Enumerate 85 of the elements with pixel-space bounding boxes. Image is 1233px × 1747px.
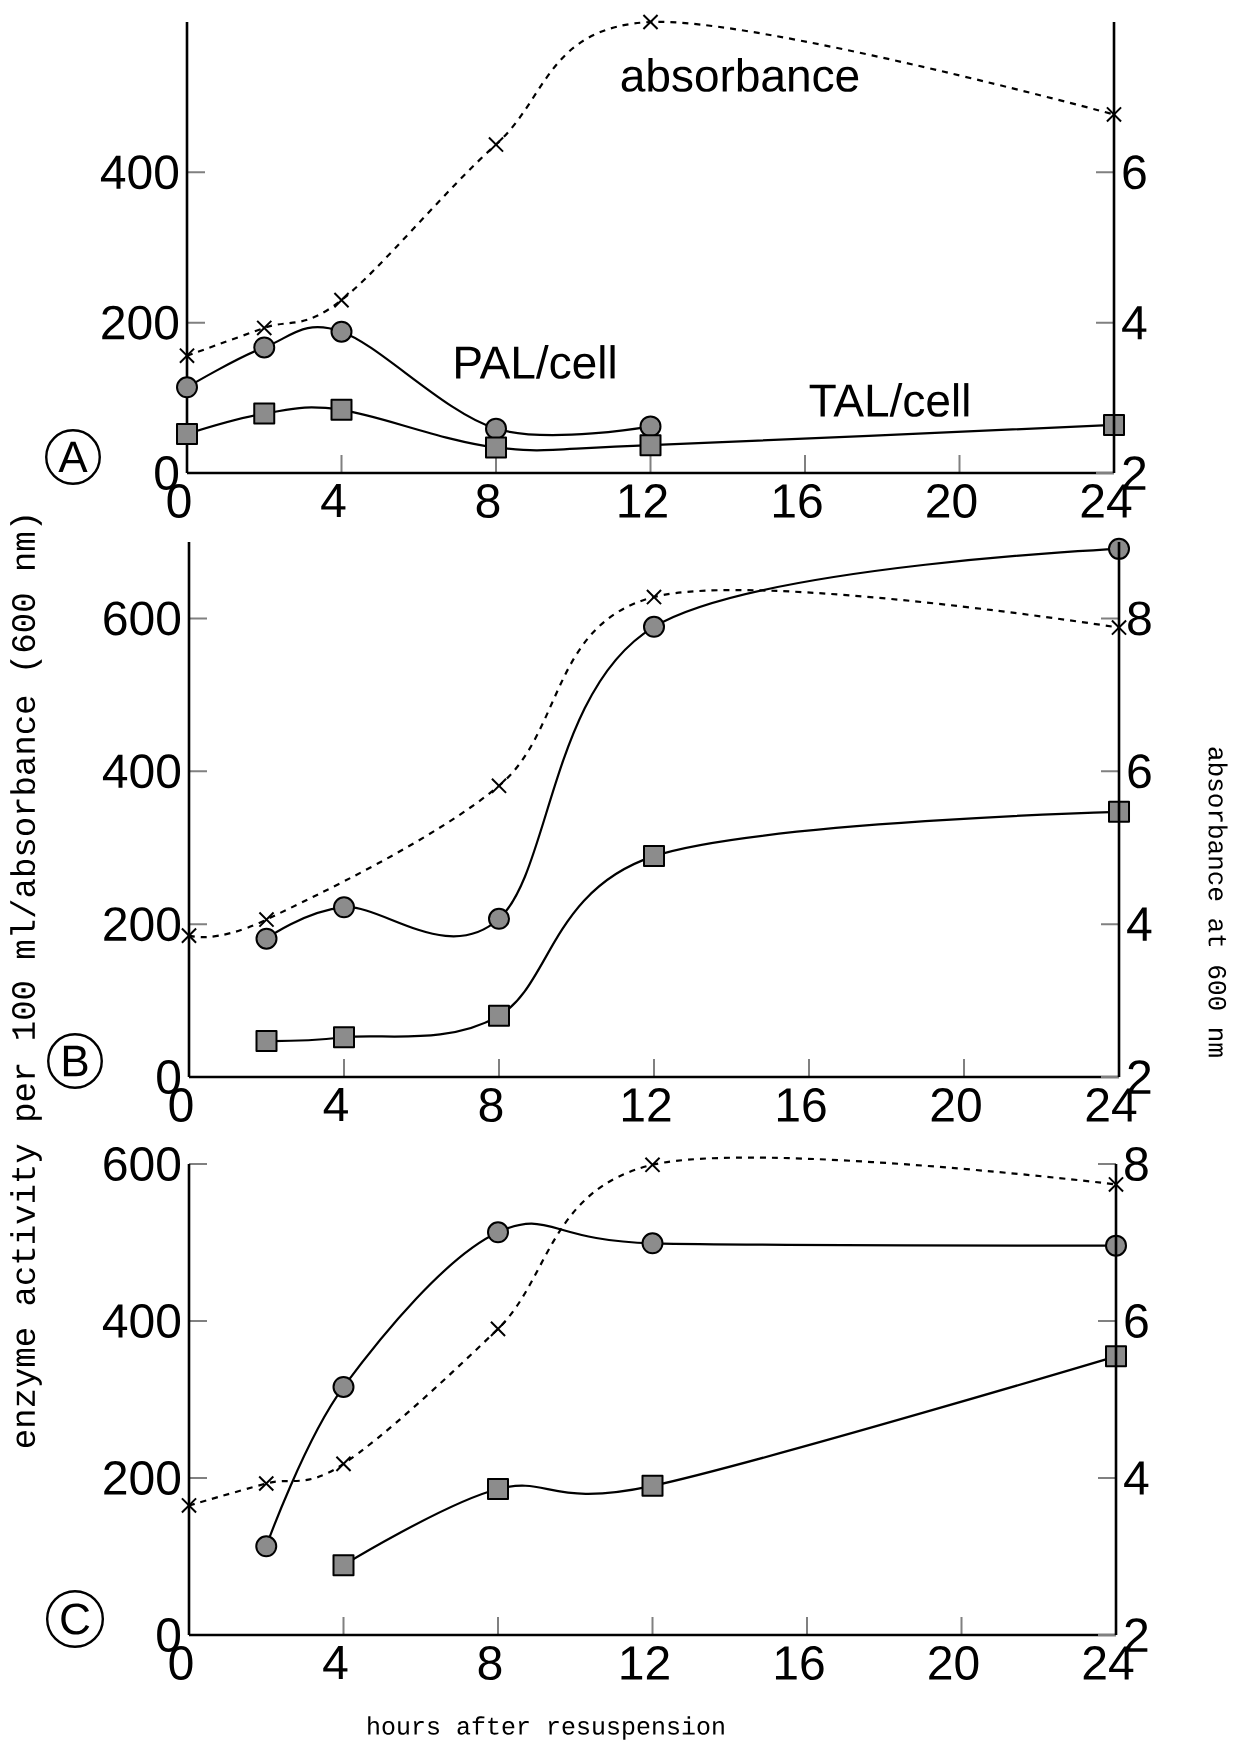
y2-tick-label: 8 bbox=[1125, 1147, 1148, 1181]
point bbox=[176, 376, 198, 399]
point bbox=[641, 1474, 664, 1497]
y-tick-label: 200 bbox=[102, 305, 179, 340]
point bbox=[1105, 1234, 1128, 1257]
x-tick-label: 4 bbox=[323, 1088, 348, 1122]
x-tick-label: 12 bbox=[621, 1646, 669, 1680]
y2-tick-label: 6 bbox=[1123, 155, 1146, 190]
point bbox=[256, 319, 273, 336]
point bbox=[487, 1221, 509, 1244]
point bbox=[176, 422, 198, 445]
point bbox=[488, 907, 510, 930]
point bbox=[180, 1497, 198, 1514]
point bbox=[488, 1004, 510, 1027]
point bbox=[643, 845, 666, 868]
y-tick-label: 200 bbox=[104, 907, 181, 942]
point bbox=[332, 1375, 355, 1398]
point bbox=[253, 336, 276, 359]
y-tick-label: 200 bbox=[104, 1461, 181, 1495]
point bbox=[258, 1475, 275, 1492]
y-tick-label: 600 bbox=[104, 1147, 181, 1181]
point bbox=[255, 1030, 278, 1053]
point bbox=[1110, 619, 1128, 636]
y-tick-label: 400 bbox=[100, 155, 179, 190]
point bbox=[333, 292, 350, 309]
point bbox=[644, 1156, 661, 1173]
point bbox=[332, 1554, 355, 1577]
point bbox=[1108, 800, 1131, 823]
x-tick-label: 16 bbox=[773, 484, 822, 519]
x-tick-label: 20 bbox=[931, 1088, 981, 1123]
x-tick-label: 8 bbox=[478, 1646, 502, 1681]
x-axis-title: hours after resuspension bbox=[368, 1716, 724, 1740]
x-tick-label: 4 bbox=[323, 1646, 348, 1680]
x-tick-label: 12 bbox=[619, 484, 667, 518]
x-tick-label: 12 bbox=[622, 1088, 671, 1122]
point bbox=[643, 615, 666, 638]
point bbox=[645, 588, 663, 606]
x-tick-label: 16 bbox=[775, 1646, 824, 1681]
annotation: PAL/cell bbox=[456, 345, 615, 379]
y2-tick-label: 4 bbox=[1127, 907, 1152, 941]
x-tick-label: 20 bbox=[929, 1646, 979, 1681]
point bbox=[1107, 1176, 1125, 1193]
y-tick-label: 600 bbox=[104, 601, 181, 636]
x-tick-label: 20 bbox=[927, 484, 977, 519]
y2-axis-title: absorbance at 600 nm bbox=[1208, 747, 1228, 1057]
y2-tick-label: 4 bbox=[1124, 1461, 1149, 1495]
point bbox=[487, 136, 505, 153]
y2-tick-label: 6 bbox=[1128, 754, 1151, 789]
point bbox=[333, 896, 355, 919]
point bbox=[485, 436, 507, 459]
point bbox=[1105, 1345, 1128, 1368]
point bbox=[487, 1477, 509, 1500]
point bbox=[255, 927, 278, 950]
x-tick-label: 4 bbox=[321, 484, 346, 518]
y2-tick-label: 4 bbox=[1122, 306, 1147, 340]
y-axis-title: enzyme activity per 100 ml/absorbance (600 nm) bbox=[10, 516, 42, 1448]
y2-tick-label: 6 bbox=[1125, 1304, 1148, 1338]
point bbox=[330, 320, 353, 343]
point bbox=[335, 1455, 352, 1472]
point bbox=[639, 434, 662, 457]
point bbox=[1105, 106, 1123, 123]
point bbox=[255, 1535, 278, 1558]
point bbox=[333, 1026, 355, 1049]
point bbox=[258, 911, 275, 928]
text: A bbox=[58, 441, 88, 473]
point bbox=[641, 1232, 664, 1255]
text: C bbox=[61, 1603, 90, 1635]
y-tick-label: 400 bbox=[102, 754, 181, 789]
point bbox=[1103, 413, 1126, 436]
y2-tick-label: 8 bbox=[1128, 601, 1151, 636]
point bbox=[180, 927, 198, 944]
x-tick-label: 16 bbox=[777, 1088, 826, 1123]
point bbox=[489, 1320, 507, 1337]
x-tick-label: 8 bbox=[476, 484, 500, 519]
point bbox=[330, 398, 353, 421]
point bbox=[178, 347, 196, 364]
point bbox=[253, 402, 276, 425]
point bbox=[642, 13, 659, 31]
y-tick-label: 400 bbox=[102, 1304, 181, 1338]
annotation: TAL/cell bbox=[809, 383, 969, 417]
point bbox=[490, 777, 508, 794]
text: B bbox=[63, 1045, 88, 1077]
point bbox=[1108, 537, 1131, 560]
annotation: absorbance bbox=[621, 58, 859, 92]
x-tick-label: 8 bbox=[479, 1088, 503, 1123]
